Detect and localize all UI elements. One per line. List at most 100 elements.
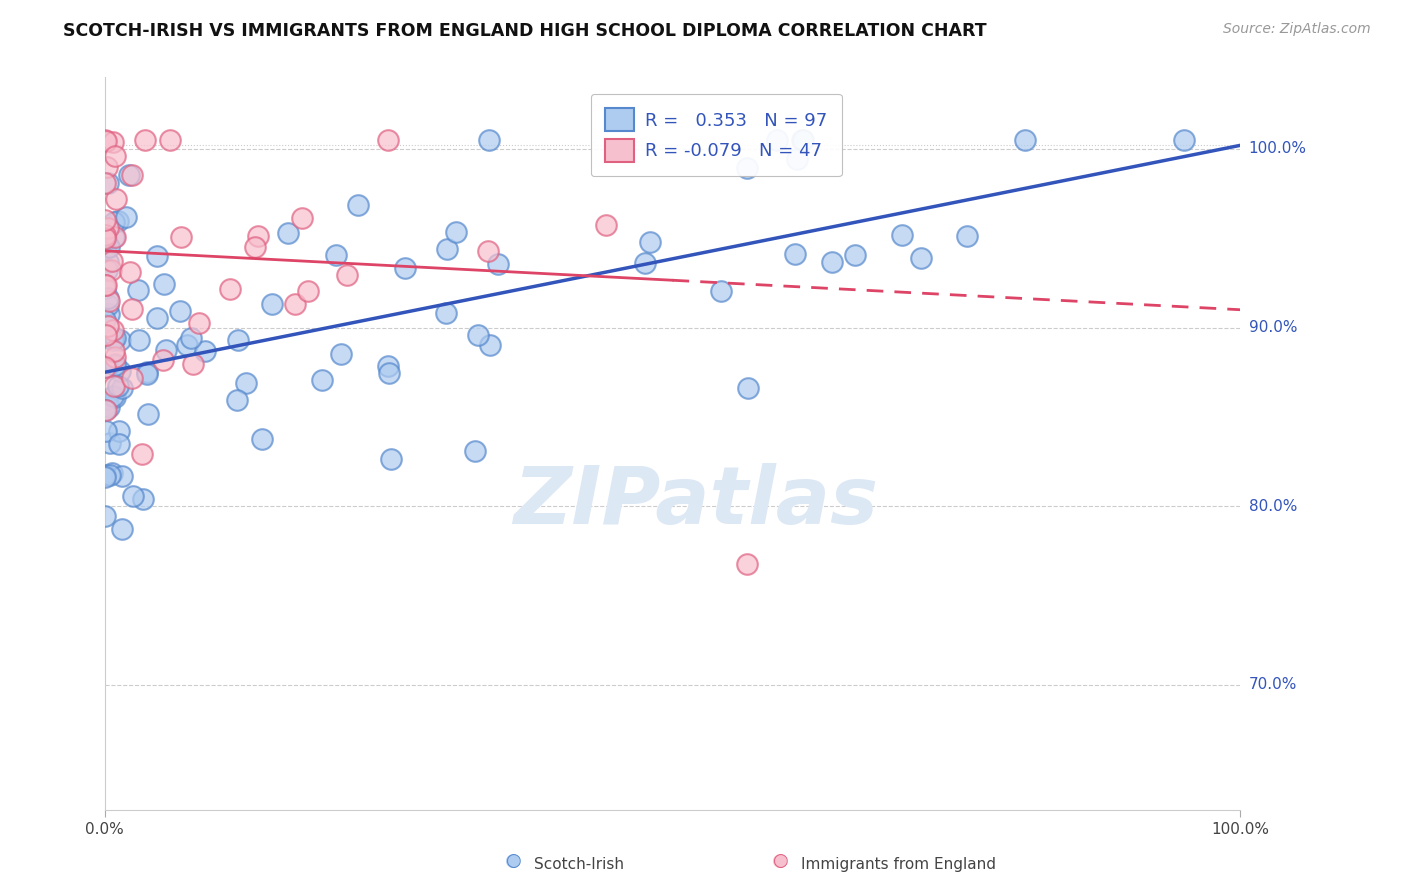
- Point: [100, 466, 122, 480]
- Point: [121, 489, 143, 503]
- Point: [170, 230, 193, 244]
- Point: [128, 333, 150, 347]
- Point: [330, 346, 353, 360]
- Point: [94, 328, 117, 343]
- Point: [434, 306, 457, 320]
- Point: [737, 161, 759, 175]
- Point: [94, 398, 117, 412]
- Point: [97, 255, 120, 269]
- Point: [1014, 133, 1036, 147]
- Point: [634, 256, 657, 270]
- Point: [96, 160, 118, 174]
- Text: 90.0%: 90.0%: [1249, 320, 1298, 335]
- Point: [103, 229, 125, 244]
- Point: [110, 381, 132, 395]
- Point: [250, 432, 273, 446]
- Point: [477, 244, 499, 259]
- Point: [152, 353, 174, 368]
- Point: [145, 248, 167, 262]
- Point: [821, 255, 844, 269]
- Point: [436, 242, 458, 256]
- Point: [94, 227, 117, 242]
- Point: [336, 268, 359, 283]
- Point: [377, 133, 399, 147]
- Point: [97, 176, 120, 190]
- Point: [94, 133, 117, 147]
- Point: [101, 323, 124, 337]
- Point: [291, 211, 314, 225]
- Point: [180, 331, 202, 345]
- Point: [145, 310, 167, 325]
- Point: [94, 508, 117, 523]
- Point: [638, 235, 661, 250]
- Point: [94, 278, 117, 293]
- Point: [111, 522, 134, 536]
- Point: [111, 468, 134, 483]
- Point: [247, 229, 270, 244]
- Point: [377, 359, 399, 373]
- Point: [235, 376, 257, 391]
- Point: [107, 379, 129, 393]
- Point: [464, 443, 486, 458]
- Text: ●: ●: [505, 852, 522, 870]
- Point: [226, 333, 249, 347]
- Point: [118, 265, 141, 279]
- Point: [785, 246, 807, 260]
- Point: [96, 263, 118, 277]
- Point: [595, 218, 617, 232]
- Point: [93, 360, 115, 375]
- Point: [478, 338, 501, 352]
- Point: [103, 149, 125, 163]
- Point: [844, 248, 866, 262]
- Point: [380, 451, 402, 466]
- Point: [131, 447, 153, 461]
- Text: Source: ZipAtlas.com: Source: ZipAtlas.com: [1223, 22, 1371, 37]
- Text: Scotch-Irish: Scotch-Irish: [534, 857, 624, 872]
- Point: [103, 333, 125, 347]
- Point: [98, 468, 121, 483]
- Point: [444, 225, 467, 239]
- Text: ZIPatlas: ZIPatlas: [513, 463, 877, 541]
- Point: [94, 402, 117, 417]
- Point: [735, 557, 758, 571]
- Point: [97, 298, 120, 312]
- Point: [94, 213, 117, 227]
- Point: [96, 360, 118, 375]
- Point: [104, 357, 127, 371]
- Point: [132, 491, 155, 506]
- Point: [96, 239, 118, 253]
- Point: [153, 277, 176, 291]
- Point: [260, 296, 283, 310]
- Point: [110, 334, 132, 348]
- Point: [792, 133, 814, 147]
- Point: [347, 198, 370, 212]
- Point: [792, 133, 814, 147]
- Point: [169, 303, 191, 318]
- Point: [104, 390, 127, 404]
- Point: [101, 135, 124, 149]
- Point: [956, 228, 979, 243]
- Point: [176, 338, 198, 352]
- Point: [737, 381, 759, 395]
- Point: [94, 468, 117, 483]
- Point: [477, 133, 499, 147]
- Point: [94, 402, 117, 417]
- Point: [98, 400, 121, 414]
- Point: [155, 343, 177, 357]
- Point: [93, 329, 115, 343]
- Point: [110, 364, 132, 378]
- Point: [98, 307, 121, 321]
- Point: [103, 389, 125, 403]
- Point: [394, 260, 416, 275]
- Point: [311, 373, 333, 387]
- Point: [1173, 133, 1195, 147]
- Point: [121, 371, 143, 385]
- Point: [108, 425, 131, 439]
- Point: [97, 293, 120, 308]
- Point: [159, 133, 181, 147]
- Point: [891, 227, 914, 242]
- Point: [377, 366, 399, 380]
- Point: [97, 240, 120, 254]
- Text: ○: ○: [772, 852, 789, 870]
- Point: [219, 282, 242, 296]
